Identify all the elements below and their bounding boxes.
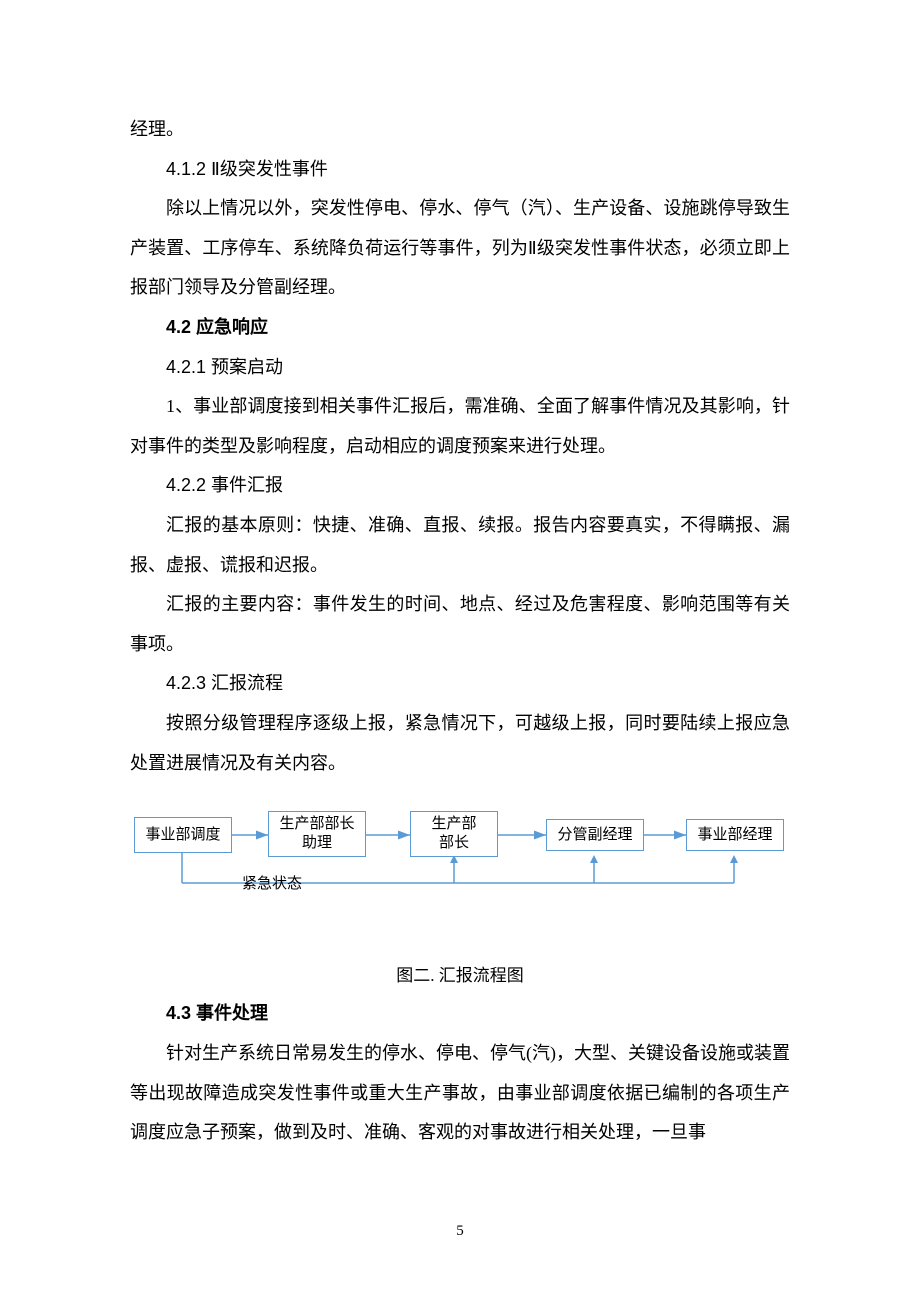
emergency-label: 紧急状态 [242,877,302,892]
flow-node: 事业部调度 [134,817,232,853]
flow-node: 生产部部长 [410,811,498,857]
paragraph: 汇报的基本原则：快捷、准确、直报、续报。报告内容要真实，不得瞒报、漏报、虚报、谎… [130,506,790,585]
page-content: 经理。 4.1.2 Ⅱ级突发性事件 除以上情况以外，突发性停电、停水、停气（汽）… [0,0,920,1153]
paragraph: 汇报的主要内容：事件发生的时间、地点、经过及危害程度、影响范围等有关事项。 [130,585,790,664]
paragraph: 针对生产系统日常易发生的停水、停电、停气(汽)，大型、关键设备设施或装置等出现故… [130,1034,790,1153]
flow-node: 分管副经理 [546,819,644,851]
heading-4-2: 4.2 应急响应 [130,308,790,348]
heading-4-2-1: 4.2.1 预案启动 [130,348,790,388]
flow-node: 事业部经理 [686,819,784,851]
flow-node: 生产部部长助理 [268,811,366,857]
paragraph: 按照分级管理程序逐级上报，紧急情况下，可越级上报，同时要陆续上报应急处置进展情况… [130,704,790,783]
paragraph: 1、事业部调度接到相关事件汇报后，需准确、全面了解事件情况及其影响，针对事件的类… [130,387,790,466]
heading-4-2-2: 4.2.2 事件汇报 [130,466,790,506]
paragraph: 经理。 [130,110,790,150]
heading-4-1-2: 4.1.2 Ⅱ级突发性事件 [130,150,790,190]
paragraph: 除以上情况以外，突发性停电、停水、停气（汽）、生产设备、设施跳停导致生产装置、工… [130,189,790,308]
heading-4-2-3: 4.2.3 汇报流程 [130,664,790,704]
page-number: 5 [0,1223,920,1240]
heading-4-3: 4.3 事件处理 [130,994,790,1034]
figure-caption: 图二. 汇报流程图 [130,957,790,994]
flowchart: 事业部调度生产部部长助理生产部部长 分管副经理 事业部经理紧急状态 [134,811,794,921]
